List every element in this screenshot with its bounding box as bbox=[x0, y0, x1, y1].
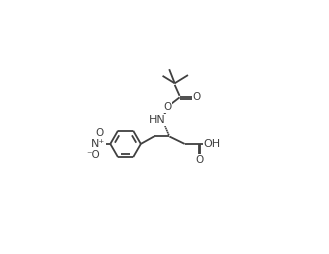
Text: O: O bbox=[196, 155, 204, 165]
Text: O: O bbox=[193, 92, 201, 102]
Text: O: O bbox=[163, 102, 171, 112]
Text: ⁻O: ⁻O bbox=[87, 150, 100, 160]
Text: HN: HN bbox=[149, 115, 165, 125]
Text: OH: OH bbox=[204, 139, 221, 149]
Text: N⁺: N⁺ bbox=[91, 139, 105, 149]
Text: O: O bbox=[96, 128, 104, 138]
